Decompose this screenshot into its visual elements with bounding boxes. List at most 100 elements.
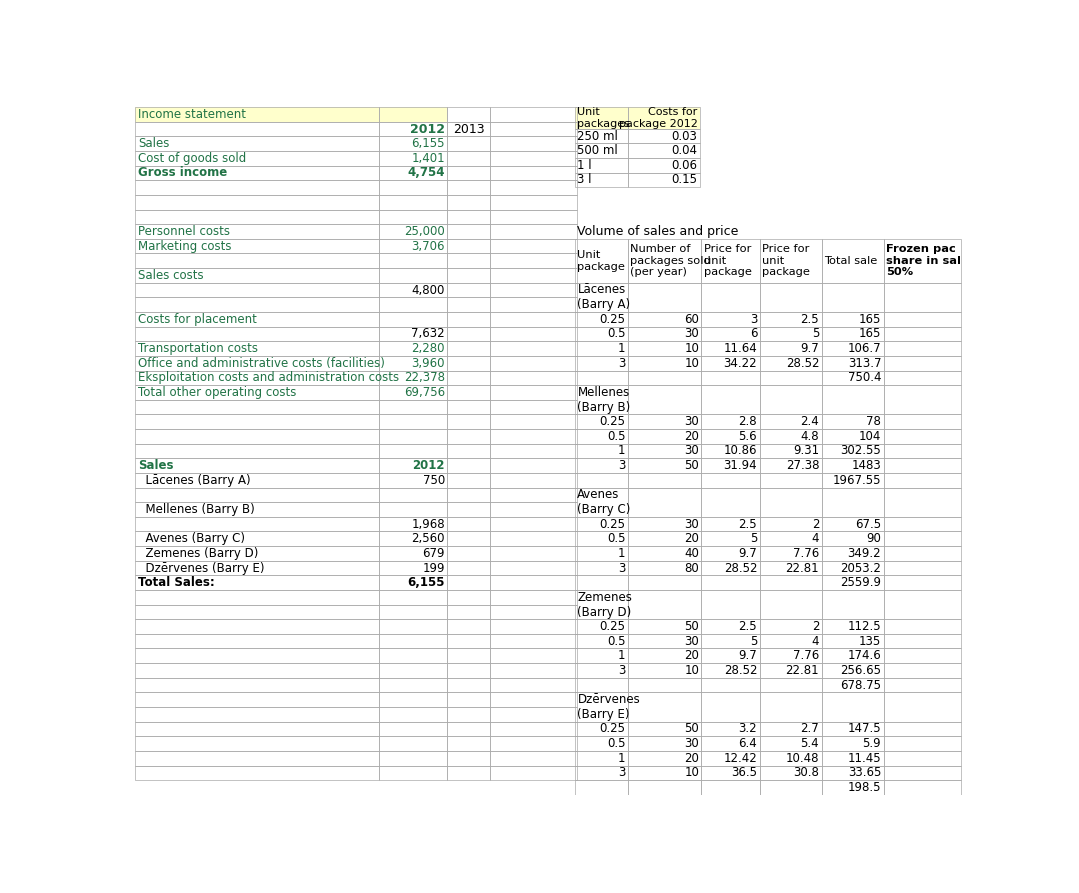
Bar xyxy=(135,663,379,678)
Bar xyxy=(821,722,884,736)
Text: 30: 30 xyxy=(684,737,699,750)
Bar xyxy=(701,238,760,283)
Text: 30.8: 30.8 xyxy=(793,766,819,780)
Bar xyxy=(628,458,701,473)
Bar xyxy=(628,312,701,327)
Bar xyxy=(884,238,961,283)
Text: 4.8: 4.8 xyxy=(801,430,819,443)
Text: 1: 1 xyxy=(618,445,626,457)
Bar xyxy=(447,458,490,473)
Bar xyxy=(575,780,628,795)
Bar xyxy=(490,137,576,151)
Bar xyxy=(628,575,701,590)
Text: Mellenes
(Barry B): Mellenes (Barry B) xyxy=(577,386,630,413)
Bar xyxy=(135,736,379,751)
Text: 2.5: 2.5 xyxy=(801,313,819,326)
Bar xyxy=(884,283,961,312)
Text: 1: 1 xyxy=(618,649,626,663)
Bar xyxy=(135,502,379,517)
Bar xyxy=(575,312,628,327)
Bar xyxy=(821,488,884,517)
Text: 9.31: 9.31 xyxy=(793,445,819,457)
Bar xyxy=(447,473,490,488)
Bar xyxy=(490,648,576,663)
Bar xyxy=(821,634,884,648)
Text: 2.5: 2.5 xyxy=(738,518,757,530)
Bar xyxy=(701,692,760,722)
Text: Lācenes (Barry A): Lācenes (Barry A) xyxy=(138,473,250,487)
Text: 165: 165 xyxy=(859,328,882,340)
Text: 256.65: 256.65 xyxy=(841,663,882,677)
Bar xyxy=(760,736,821,751)
Bar xyxy=(884,590,961,619)
Bar xyxy=(447,283,490,297)
Bar xyxy=(135,151,379,166)
Bar xyxy=(628,238,701,283)
Bar xyxy=(447,678,490,692)
Text: Unit
package: Unit package xyxy=(577,250,625,271)
Bar xyxy=(379,663,447,678)
Bar xyxy=(135,765,379,780)
Bar xyxy=(447,502,490,517)
Bar xyxy=(447,195,490,210)
Text: Sales: Sales xyxy=(138,138,169,150)
Bar xyxy=(447,327,490,341)
Text: 750: 750 xyxy=(423,473,445,487)
Text: 25,000: 25,000 xyxy=(405,225,445,238)
Text: 4,800: 4,800 xyxy=(411,284,445,296)
Bar xyxy=(135,385,379,400)
Text: 3: 3 xyxy=(750,313,757,326)
Bar xyxy=(575,429,628,444)
Bar xyxy=(884,634,961,648)
Text: 3,960: 3,960 xyxy=(411,356,445,370)
Bar xyxy=(490,765,576,780)
Bar xyxy=(447,561,490,575)
Bar xyxy=(447,605,490,619)
Bar xyxy=(447,707,490,722)
Bar xyxy=(447,137,490,151)
Bar xyxy=(490,517,576,531)
Bar xyxy=(490,268,576,283)
Bar xyxy=(135,561,379,575)
Bar xyxy=(447,736,490,751)
Bar xyxy=(490,575,576,590)
Text: 2: 2 xyxy=(811,620,819,633)
Bar xyxy=(701,678,760,692)
Bar xyxy=(884,414,961,429)
Bar xyxy=(490,590,576,605)
Text: 36.5: 36.5 xyxy=(732,766,757,780)
Bar xyxy=(884,385,961,414)
Bar xyxy=(628,634,701,648)
Text: 50: 50 xyxy=(684,620,699,633)
Bar xyxy=(447,356,490,371)
Bar xyxy=(821,575,884,590)
Bar xyxy=(490,546,576,561)
Bar xyxy=(575,531,628,546)
Bar xyxy=(490,634,576,648)
Text: 67.5: 67.5 xyxy=(855,518,882,530)
Bar xyxy=(701,371,760,385)
Bar xyxy=(821,238,884,283)
Bar xyxy=(575,107,628,129)
Bar xyxy=(379,327,447,341)
Text: 10.86: 10.86 xyxy=(724,445,757,457)
Bar xyxy=(490,561,576,575)
Bar xyxy=(628,765,701,780)
Text: 28.52: 28.52 xyxy=(786,356,819,370)
Text: 4: 4 xyxy=(811,532,819,546)
Text: 165: 165 xyxy=(859,313,882,326)
Bar xyxy=(447,590,490,605)
Bar xyxy=(760,444,821,458)
Bar xyxy=(884,488,961,517)
Text: 112.5: 112.5 xyxy=(848,620,882,633)
Bar xyxy=(490,283,576,297)
Text: 4,754: 4,754 xyxy=(408,166,445,179)
Text: 22.81: 22.81 xyxy=(786,562,819,574)
Bar xyxy=(628,144,700,158)
Bar xyxy=(135,371,379,385)
Bar xyxy=(575,722,628,736)
Bar xyxy=(701,531,760,546)
Text: Dzērvenes (Barry E): Dzērvenes (Barry E) xyxy=(138,562,264,574)
Bar xyxy=(490,195,576,210)
Text: 199: 199 xyxy=(422,562,445,574)
